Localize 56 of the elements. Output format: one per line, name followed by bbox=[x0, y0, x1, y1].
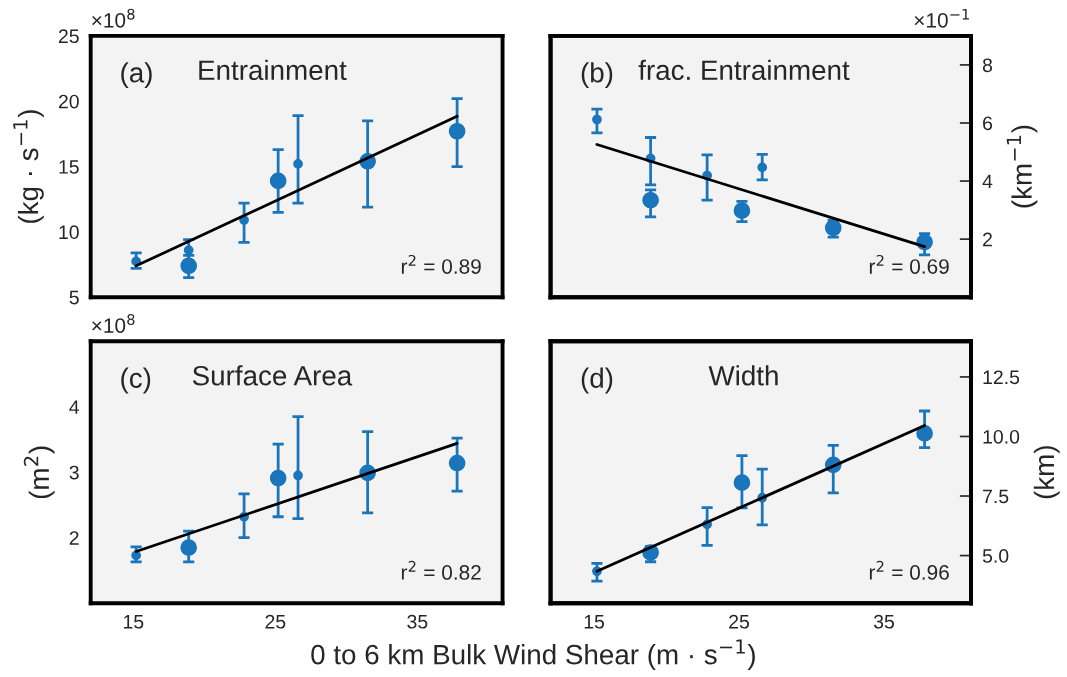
y2-tick-label: 10.0 bbox=[983, 429, 1020, 444]
annotation: (b) bbox=[581, 62, 613, 89]
annotation: (a) bbox=[121, 62, 152, 89]
annotation: (c) bbox=[121, 367, 151, 394]
annotation: r$^{2}$ = 0.96 bbox=[869, 560, 949, 580]
point bbox=[592, 114, 602, 125]
x-tick-label: 25 bbox=[265, 614, 286, 629]
point bbox=[293, 470, 303, 481]
y-axis-title: (kg · s$^{−1}$) bbox=[13, 110, 44, 223]
y-axis-title: (m$^{2}$) bbox=[23, 446, 55, 499]
y-tick-label: 25 bbox=[58, 29, 79, 44]
point bbox=[180, 539, 198, 556]
y2-tick-label: 4 bbox=[982, 174, 993, 189]
point bbox=[448, 454, 466, 472]
annotation: r$^{2}$ = 0.82 bbox=[401, 560, 481, 580]
y2-axis-title: (km) bbox=[1033, 446, 1060, 499]
text: ×10$^{8}$ bbox=[92, 314, 135, 333]
point bbox=[180, 257, 198, 275]
point bbox=[293, 159, 303, 169]
point bbox=[733, 474, 751, 492]
annotation: r$^{2}$ = 0.69 bbox=[869, 254, 949, 274]
point bbox=[757, 162, 768, 173]
annotation: (d) bbox=[581, 367, 613, 394]
point bbox=[733, 202, 751, 220]
y2-tick-label: 7.5 bbox=[983, 489, 1009, 504]
text: frac. Entrainment bbox=[638, 59, 850, 81]
x-tick-label: 35 bbox=[407, 614, 428, 629]
y2-tick-label: 8 bbox=[982, 58, 993, 73]
y-tick-label: 10 bbox=[59, 225, 79, 240]
point bbox=[448, 122, 466, 140]
y-tick-label: 5 bbox=[69, 290, 79, 305]
y2-tick-label: 6 bbox=[983, 116, 993, 131]
point bbox=[269, 469, 287, 487]
text: ×10$^{8}$ bbox=[92, 8, 135, 28]
text: Width bbox=[708, 365, 778, 386]
text: Entrainment bbox=[199, 59, 347, 81]
x-tick-label: 35 bbox=[873, 614, 894, 629]
text: ×10$^{−1}$ bbox=[914, 8, 969, 28]
y-tick-label: 20 bbox=[58, 94, 79, 109]
point bbox=[642, 191, 659, 209]
y-tick-label: 2 bbox=[69, 531, 79, 545]
annotation: r$^{2}$ = 0.89 bbox=[401, 254, 481, 274]
text: Surface Area bbox=[192, 365, 353, 386]
x-tick-label: 15 bbox=[123, 615, 144, 629]
x-tick-label: 25 bbox=[729, 614, 750, 629]
y2-tick-label: 12.5 bbox=[983, 370, 1020, 385]
point bbox=[131, 550, 142, 561]
y2-axis-title: (km$^{−1}$) bbox=[1006, 125, 1038, 208]
point bbox=[269, 172, 287, 190]
y-tick-label: 3 bbox=[69, 465, 79, 480]
y2-tick-label: 2 bbox=[983, 232, 992, 247]
x-axis-title: 0 to 6 km Bulk Wind Shear (m · s$^{−1}$) bbox=[311, 639, 755, 670]
y-tick-label: 4 bbox=[69, 400, 80, 414]
y-tick-label: 15 bbox=[59, 160, 79, 174]
y2-tick-label: 5.0 bbox=[982, 549, 1009, 563]
x-tick-label: 15 bbox=[584, 615, 605, 629]
